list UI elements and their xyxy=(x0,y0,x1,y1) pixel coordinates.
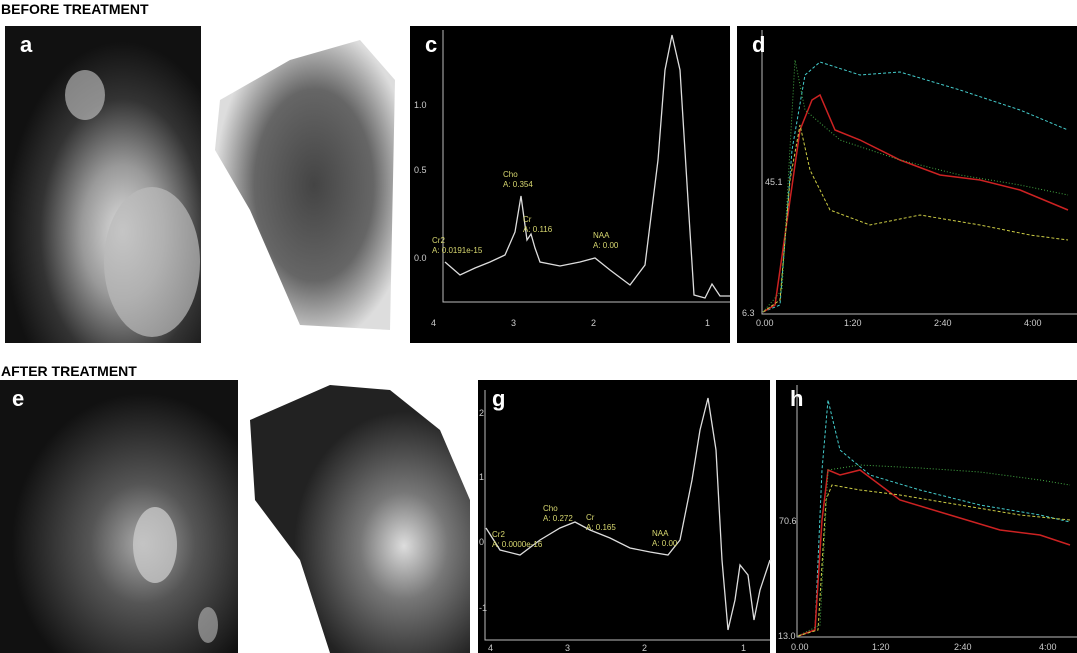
panel-letter: c xyxy=(425,32,437,57)
annotation: Cr2 xyxy=(492,530,505,539)
x-tick-label: 0.00 xyxy=(756,318,774,328)
annotation: A: 0.0000e-16 xyxy=(492,540,543,549)
annotation: A: 0.0191e-15 xyxy=(432,246,483,255)
panel-letter: h xyxy=(790,386,803,411)
panel-letter: a xyxy=(20,32,33,57)
adc-map xyxy=(215,40,395,330)
annotation: A: 0.00 xyxy=(593,241,619,250)
panel-letter: d xyxy=(752,32,765,57)
spectrum xyxy=(485,397,771,631)
panel-letter: b xyxy=(222,32,235,57)
axes xyxy=(442,30,730,303)
annotation: A: 0.354 xyxy=(503,180,533,189)
x-tick-label: 1 xyxy=(705,318,710,328)
section-title: BEFORE TREATMENT xyxy=(1,1,149,17)
x-tick-label: 2 xyxy=(591,318,596,328)
x-tick-label: 3 xyxy=(511,318,516,328)
x-tick-label: 1:20 xyxy=(844,318,862,328)
spectrum-bg xyxy=(410,26,730,343)
annotation: A: 0.272 xyxy=(543,514,573,523)
annotation: Cho xyxy=(543,504,558,513)
curve xyxy=(762,93,1069,313)
adc-map xyxy=(250,385,470,653)
spectrum-bg xyxy=(478,380,770,653)
curve xyxy=(762,124,1069,313)
annotation: NAA xyxy=(593,231,610,240)
x-tick-label: 2:40 xyxy=(934,318,952,328)
y-tick-label: 0.0 xyxy=(414,253,427,263)
annotation: Cr2 xyxy=(432,236,445,245)
curve xyxy=(762,59,1069,313)
lesion xyxy=(133,507,177,583)
curve-bg xyxy=(776,380,1077,653)
curve xyxy=(797,484,1071,637)
lesion xyxy=(104,187,200,337)
annotation: Cr xyxy=(523,215,532,224)
x-tick-label: 4:00 xyxy=(1039,642,1057,652)
y-tick-label: 6.3 xyxy=(742,308,755,318)
y-tick-label: 70.6 xyxy=(779,516,797,526)
y-tick-label: -1 xyxy=(479,603,487,613)
x-tick-label: 4:00 xyxy=(1024,318,1042,328)
annotation: A: 0.00 xyxy=(652,539,678,548)
lesion xyxy=(198,607,218,643)
x-tick-label: 1:20 xyxy=(872,642,890,652)
y-tick-label: 2 xyxy=(479,408,484,418)
x-tick-label: 2:40 xyxy=(954,642,972,652)
mri-image xyxy=(0,380,238,653)
y-tick-label: 1 xyxy=(479,472,484,482)
annotation: Cr xyxy=(586,513,595,522)
spectrum xyxy=(444,34,730,299)
panel-letter: g xyxy=(492,386,505,411)
annotation: NAA xyxy=(652,529,669,538)
x-tick-label: 4 xyxy=(431,318,436,328)
annotation: Cho xyxy=(503,170,518,179)
x-tick-label: 1 xyxy=(741,643,746,653)
axes xyxy=(484,390,770,641)
lesion xyxy=(65,70,105,120)
x-tick-label: 4 xyxy=(488,643,493,653)
y-tick-label: 45.1 xyxy=(765,177,783,187)
x-tick-label: 0.00 xyxy=(791,642,809,652)
y-tick-label: 13.0 xyxy=(778,631,796,641)
x-tick-label: 2 xyxy=(642,643,647,653)
axes xyxy=(761,30,1077,315)
y-tick-label: 0.5 xyxy=(414,165,427,175)
curve-bg xyxy=(737,26,1077,343)
annotation: A: 0.165 xyxy=(586,523,616,532)
y-tick-label: 1.0 xyxy=(414,100,427,110)
panel-letter: f xyxy=(260,386,268,411)
y-tick-label: 0 xyxy=(479,537,484,547)
x-tick-label: 3 xyxy=(565,643,570,653)
axes xyxy=(796,385,1077,638)
annotation: A: 0.116 xyxy=(523,225,553,234)
curve xyxy=(797,468,1071,637)
panel-letter: e xyxy=(12,386,24,411)
section-title: AFTER TREATMENT xyxy=(1,363,137,379)
